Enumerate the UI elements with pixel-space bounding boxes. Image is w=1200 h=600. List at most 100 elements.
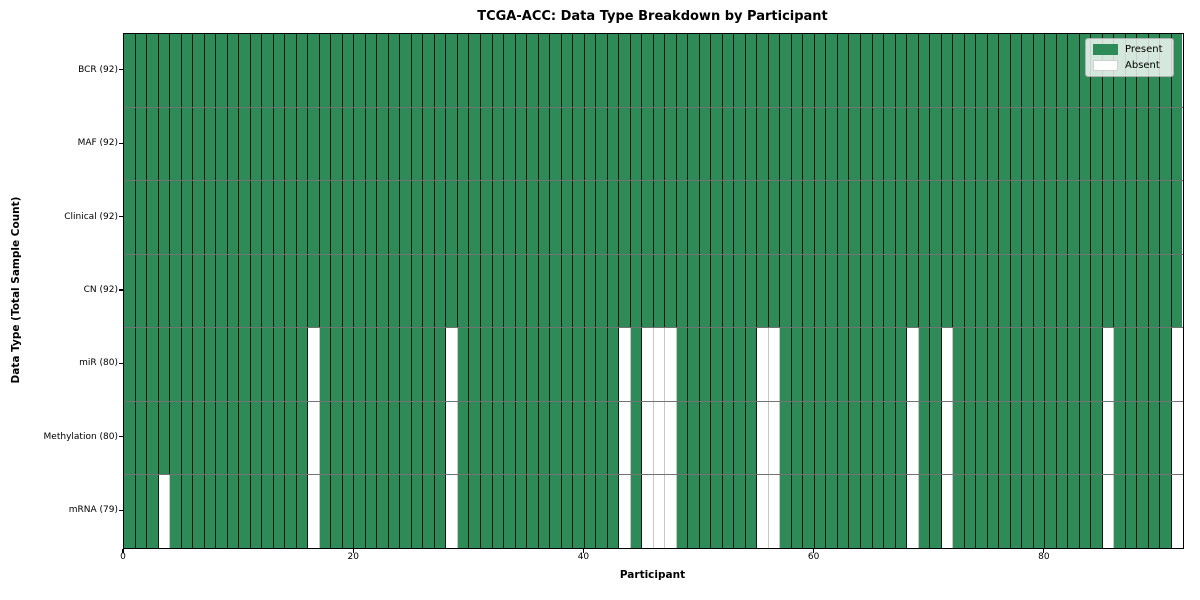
heatmap-cell — [411, 254, 424, 328]
heatmap-cell — [204, 181, 217, 254]
heatmap-cell — [561, 107, 574, 181]
heatmap-cell — [515, 401, 528, 475]
heatmap-cell — [296, 181, 309, 254]
heatmap-cell — [492, 181, 505, 254]
heatmap-cell — [388, 475, 401, 549]
heatmap-cell — [745, 107, 758, 181]
heatmap-cell — [492, 34, 505, 107]
heatmap-cell — [308, 254, 320, 328]
heatmap-cell — [803, 34, 815, 107]
heatmap-cell — [308, 475, 320, 549]
x-tick-label-40: 40 — [577, 552, 590, 562]
heatmap-cell — [584, 34, 597, 107]
heatmap-cell — [446, 34, 458, 107]
heatmap-cell — [319, 254, 332, 328]
heatmap-cell — [780, 34, 792, 107]
heatmap-cell — [181, 328, 194, 401]
heatmap-cell — [803, 328, 815, 401]
heatmap-cell — [1079, 181, 1092, 254]
heatmap-cell — [1079, 328, 1092, 401]
heatmap-cell — [745, 475, 758, 549]
heatmap-cell — [550, 107, 562, 181]
heatmap-cell — [377, 181, 389, 254]
heatmap-cell — [1148, 328, 1161, 401]
heatmap-cell — [895, 401, 908, 475]
heatmap-cell — [964, 328, 977, 401]
heatmap-cell — [388, 34, 401, 107]
heatmap-cell — [550, 475, 562, 549]
heatmap-cell — [319, 34, 332, 107]
heatmap-cell — [1137, 401, 1149, 475]
heatmap-cell — [665, 181, 677, 254]
heatmap-cell — [1068, 34, 1080, 107]
heatmap-cell — [1171, 34, 1183, 107]
heatmap-cell — [423, 107, 435, 181]
heatmap-cell — [630, 475, 643, 549]
heatmap-cell — [987, 107, 1000, 181]
heatmap-cell — [688, 181, 700, 254]
heatmap-cell — [780, 328, 792, 401]
heatmap-cell — [170, 475, 182, 549]
heatmap-cell — [296, 254, 309, 328]
heatmap-cell — [872, 401, 885, 475]
heatmap-cell — [273, 107, 286, 181]
heatmap-cell — [791, 475, 804, 549]
y-tick-mark — [119, 69, 123, 71]
heatmap-cell — [607, 401, 620, 475]
heatmap-cell — [469, 254, 481, 328]
heatmap-cell — [285, 254, 297, 328]
heatmap-cell — [676, 34, 689, 107]
heatmap-cell — [434, 328, 447, 401]
heatmap-cell — [688, 254, 700, 328]
heatmap-cell — [457, 107, 470, 181]
heatmap-cell — [135, 254, 148, 328]
heatmap-cell — [1137, 328, 1149, 401]
heatmap-cell — [193, 181, 205, 254]
heatmap-cell — [872, 181, 885, 254]
heatmap-cell — [527, 328, 539, 401]
heatmap-cell — [619, 34, 631, 107]
heatmap-cell — [791, 401, 804, 475]
heatmap-cell — [653, 181, 666, 254]
heatmap-cell — [953, 328, 965, 401]
heatmap-cell — [296, 107, 309, 181]
heatmap-cell — [791, 254, 804, 328]
heatmap-cell — [999, 328, 1011, 401]
heatmap-cell — [1091, 181, 1103, 254]
heatmap-cell — [1091, 328, 1103, 401]
heatmap-cell — [204, 401, 217, 475]
heatmap-cell — [216, 34, 228, 107]
heatmap-cell — [250, 254, 263, 328]
heatmap-cell — [446, 328, 458, 401]
heatmap-cell — [365, 34, 378, 107]
heatmap-cell — [573, 107, 585, 181]
heatmap-cell — [573, 181, 585, 254]
heatmap-cell — [561, 401, 574, 475]
heatmap-cell — [377, 475, 389, 549]
heatmap-cell — [446, 254, 458, 328]
heatmap-cell — [596, 181, 608, 254]
heatmap-cell — [170, 254, 182, 328]
heatmap-cell — [1022, 181, 1034, 254]
heatmap-cell — [550, 181, 562, 254]
heatmap-cell — [538, 475, 551, 549]
heatmap-cell — [918, 401, 931, 475]
heatmap-cell — [492, 328, 505, 401]
heatmap-cell — [1137, 181, 1149, 254]
heatmap-cell — [895, 107, 908, 181]
heatmap-cell — [1068, 254, 1080, 328]
heatmap-cell — [538, 328, 551, 401]
heatmap-cell — [987, 328, 1000, 401]
heatmap-cell — [826, 181, 838, 254]
heatmap-cell — [388, 328, 401, 401]
heatmap-cell — [285, 107, 297, 181]
heatmap-cell — [1125, 107, 1138, 181]
heatmap-cell — [768, 34, 781, 107]
heatmap-cell — [262, 254, 274, 328]
heatmap-cell — [607, 34, 620, 107]
heatmap-cell — [342, 328, 355, 401]
heatmap-cell — [987, 475, 1000, 549]
heatmap-cell — [158, 328, 171, 401]
heatmap-cell — [1045, 328, 1057, 401]
heatmap-cell — [791, 181, 804, 254]
